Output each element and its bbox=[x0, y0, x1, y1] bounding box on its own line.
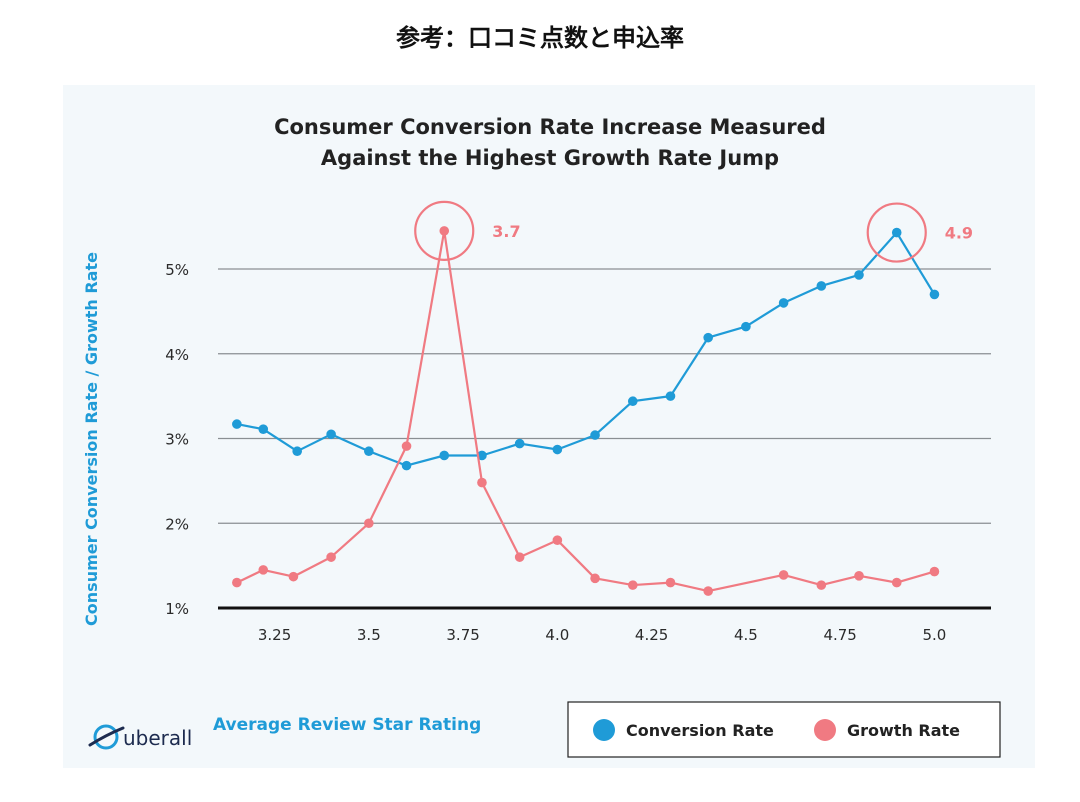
x-tick-label: 5.0 bbox=[923, 626, 947, 644]
legend-label-growth-rate: Growth Rate bbox=[847, 721, 960, 740]
x-tick-label: 4.5 bbox=[734, 626, 758, 644]
chart-title-line: Against the Highest Growth Rate Jump bbox=[321, 146, 779, 170]
chart-title-line: Consumer Conversion Rate Increase Measur… bbox=[274, 115, 826, 139]
legend-label-conversion-rate: Conversion Rate bbox=[626, 721, 774, 740]
conversion-rate-point bbox=[816, 281, 827, 291]
growth-rate-point bbox=[258, 565, 269, 575]
growth-rate-point bbox=[778, 570, 789, 580]
growth-rate-point bbox=[665, 577, 676, 588]
uberall-logo-icon bbox=[88, 724, 125, 750]
legend-swatch-conversion-rate bbox=[593, 719, 615, 741]
growth-rate-point bbox=[590, 573, 600, 584]
growth-rate-point bbox=[288, 571, 299, 582]
y-tick-label: 1% bbox=[165, 600, 189, 618]
conversion-rate-point bbox=[232, 419, 242, 429]
page-heading: 参考：口コミ点数と申込率 bbox=[396, 23, 684, 52]
growth-rate-point bbox=[401, 441, 412, 451]
conversion-rate-point bbox=[552, 444, 563, 455]
growth-rate-point bbox=[552, 535, 563, 545]
x-tick-label: 4.75 bbox=[823, 626, 856, 644]
conversion-rate-point bbox=[891, 227, 902, 238]
x-tick-label: 4.0 bbox=[545, 626, 569, 644]
annotation-label: 4.9 bbox=[945, 224, 973, 243]
growth-rate-point bbox=[891, 577, 902, 588]
growth-rate-point bbox=[439, 226, 450, 236]
y-tick-label: 5% bbox=[165, 261, 189, 279]
y-tick-label: 3% bbox=[165, 431, 189, 449]
annotation-circle bbox=[866, 202, 927, 263]
x-tick-label: 3.75 bbox=[446, 626, 479, 644]
conversion-rate-point bbox=[326, 429, 336, 440]
x-axis-label: Average Review Star Rating bbox=[213, 715, 481, 735]
conversion-rate-point bbox=[703, 332, 713, 343]
conversion-rate-point bbox=[778, 298, 789, 308]
conversion-rate-point bbox=[514, 438, 525, 449]
conversion-rate-point bbox=[364, 446, 374, 457]
y-tick-label: 2% bbox=[165, 515, 189, 533]
conversion-rate-point bbox=[929, 289, 940, 300]
growth-rate-point bbox=[854, 570, 864, 581]
conversion-rate-point bbox=[477, 450, 487, 461]
y-tick-label: 4% bbox=[165, 346, 189, 364]
conversion-rate-point bbox=[665, 391, 676, 401]
growth-rate-line bbox=[236, 229, 935, 593]
chart: Consumer Conversion Rate Increase Measur… bbox=[82, 115, 1001, 758]
conversion-rate-point bbox=[258, 424, 269, 434]
growth-rate-point bbox=[627, 580, 638, 590]
growth-rate-point bbox=[816, 580, 827, 590]
uberall-logo-text: uberall bbox=[123, 726, 192, 750]
growth-rate-point bbox=[232, 577, 242, 588]
conversion-rate-point bbox=[627, 396, 638, 407]
annotation-label: 3.7 bbox=[492, 222, 520, 241]
x-tick-label: 3.25 bbox=[258, 626, 291, 644]
y-axis-label: Consumer Conversion Rate / Growth Rate bbox=[82, 252, 101, 626]
conversion-rate-point bbox=[401, 460, 412, 471]
annotation-circle bbox=[414, 200, 475, 261]
conversion-rate-line bbox=[236, 231, 936, 467]
conversion-rate-point bbox=[292, 446, 302, 457]
growth-rate-point bbox=[703, 586, 713, 596]
conversion-rate-point bbox=[439, 450, 450, 461]
conversion-rate-point bbox=[854, 270, 864, 280]
x-tick-label: 3.5 bbox=[357, 626, 381, 644]
growth-rate-point bbox=[326, 552, 336, 562]
x-tick-label: 4.25 bbox=[635, 626, 668, 644]
legend-box bbox=[567, 701, 1001, 758]
conversion-rate-point bbox=[741, 321, 751, 332]
conversion-rate-point bbox=[590, 430, 600, 440]
growth-rate-point bbox=[929, 566, 940, 577]
growth-rate-point bbox=[477, 477, 487, 488]
chart-panel: Consumer Conversion Rate Increase Measur… bbox=[63, 85, 1035, 768]
legend-swatch-growth-rate bbox=[814, 719, 836, 741]
growth-rate-point bbox=[514, 552, 525, 562]
growth-rate-point bbox=[364, 518, 374, 529]
